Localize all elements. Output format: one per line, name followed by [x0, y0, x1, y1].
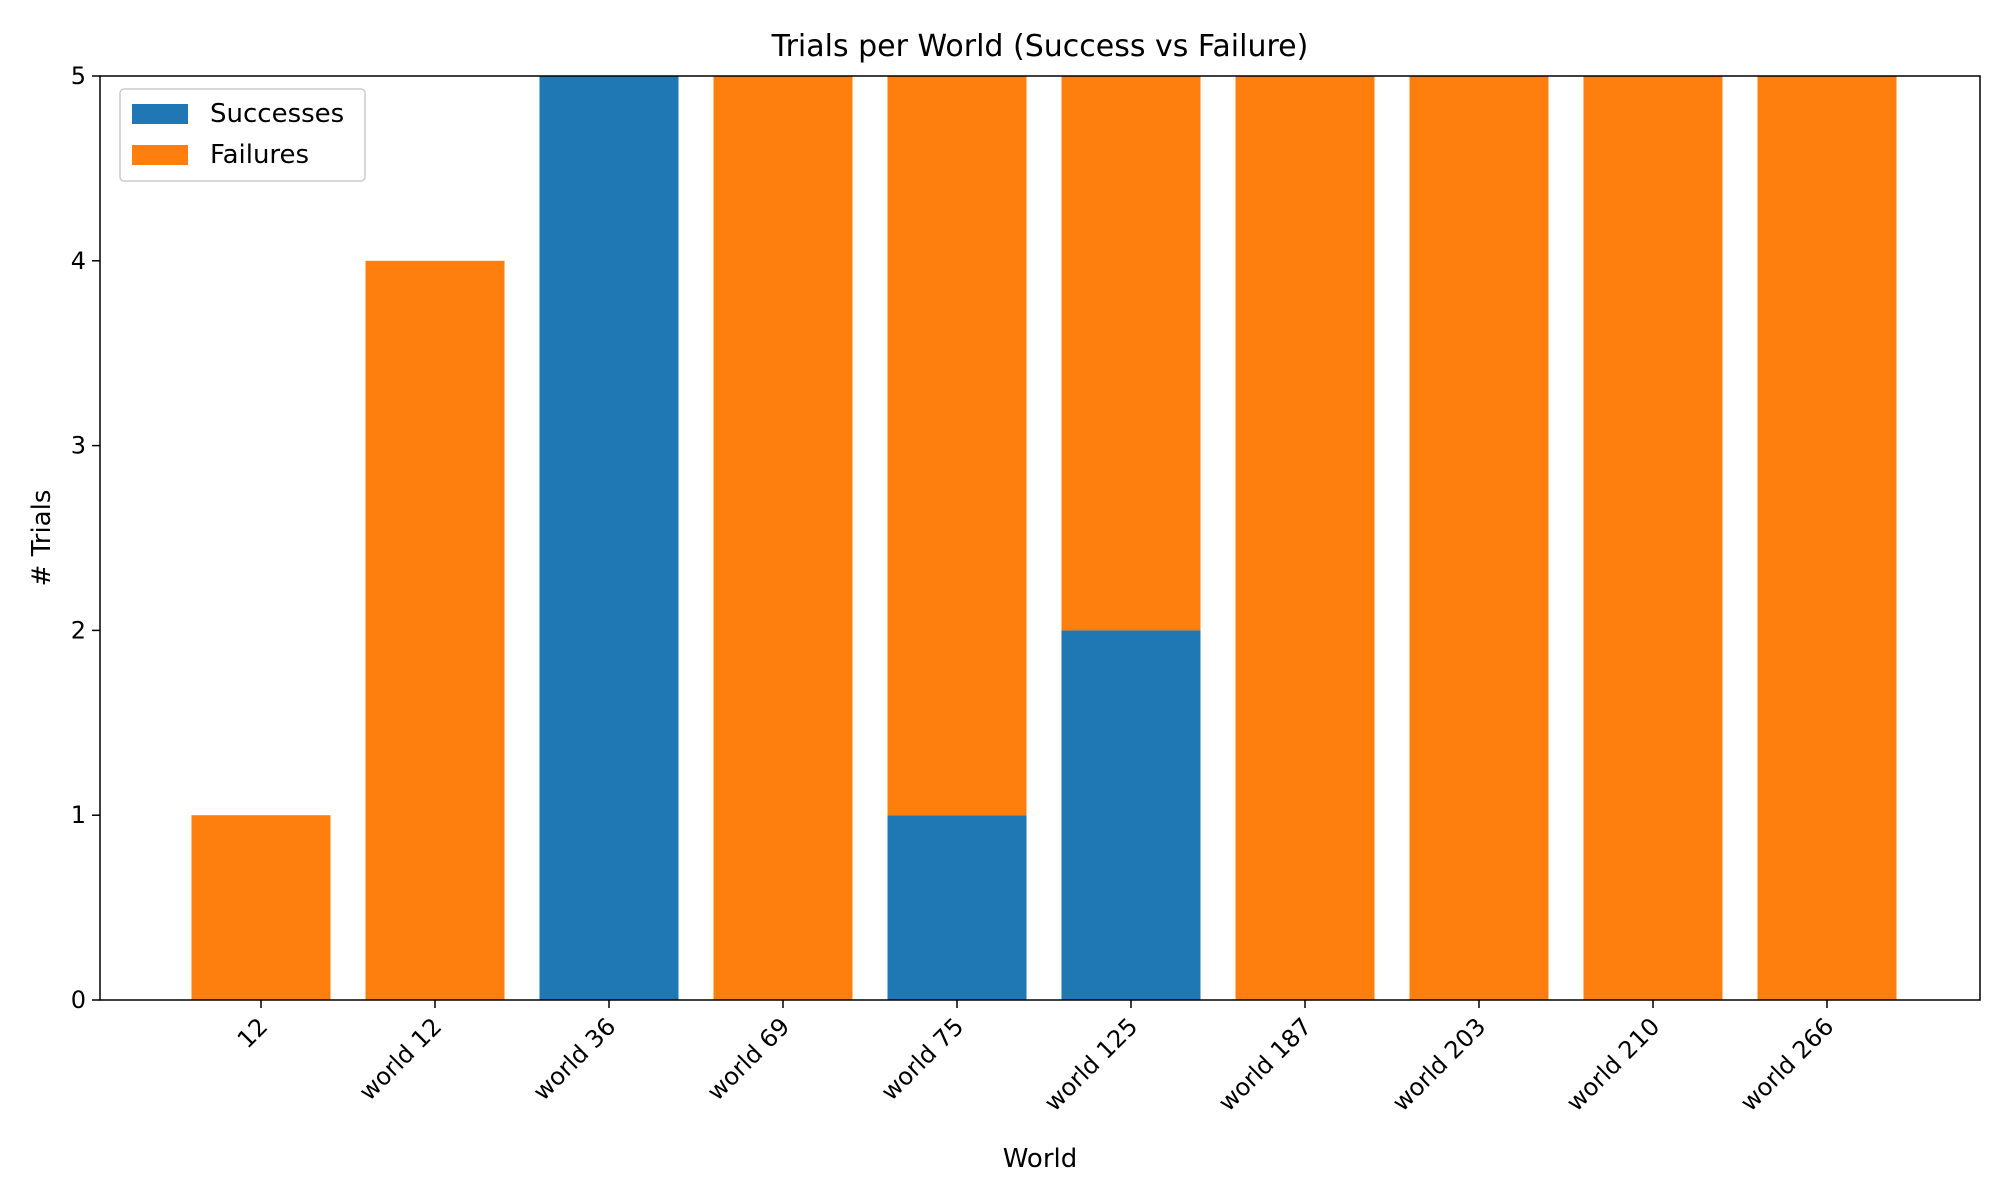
- bar-failures-world-12: [365, 260, 505, 1000]
- y-tick-label: 2: [71, 616, 86, 644]
- x-axis-label: World: [1003, 1144, 1078, 1174]
- legend-swatch-successes: [132, 104, 188, 124]
- plot-frame: [99, 75, 1981, 1001]
- legend: Successes Failures: [119, 88, 366, 182]
- bar-failures-world-125: [1061, 76, 1201, 631]
- bar-successes-world-125: [1061, 630, 1201, 1000]
- y-tick-label: 3: [71, 432, 86, 460]
- chart-title: Trials per World (Success vs Failure): [771, 29, 1309, 64]
- legend-label-failures: Failures: [210, 140, 309, 170]
- y-axis-label: # Trials: [27, 490, 57, 587]
- bar-successes-world-36: [539, 76, 679, 1000]
- bar-failures-world-69: [713, 76, 853, 1000]
- bar-failures-world-75: [887, 76, 1027, 816]
- y-tick-label: 4: [71, 247, 86, 275]
- legend-label-successes: Successes: [210, 99, 344, 129]
- bar-failures-world-203: [1409, 76, 1549, 1000]
- y-axis-ticks: 0 1 2 3 4 5: [71, 62, 100, 1014]
- y-tick-label: 0: [71, 986, 86, 1014]
- bar-failures-world-187: [1235, 76, 1375, 1000]
- bar-successes-world-75: [887, 815, 1027, 1000]
- y-tick-label: 1: [71, 801, 86, 829]
- legend-swatch-failures: [132, 145, 188, 165]
- bar-failures-world-266: [1757, 76, 1897, 1000]
- bars-layer: [191, 76, 1897, 1000]
- bar-failures-world-210: [1583, 76, 1723, 1000]
- bar-failures-12: [191, 815, 331, 1000]
- y-tick-label: 5: [71, 62, 86, 90]
